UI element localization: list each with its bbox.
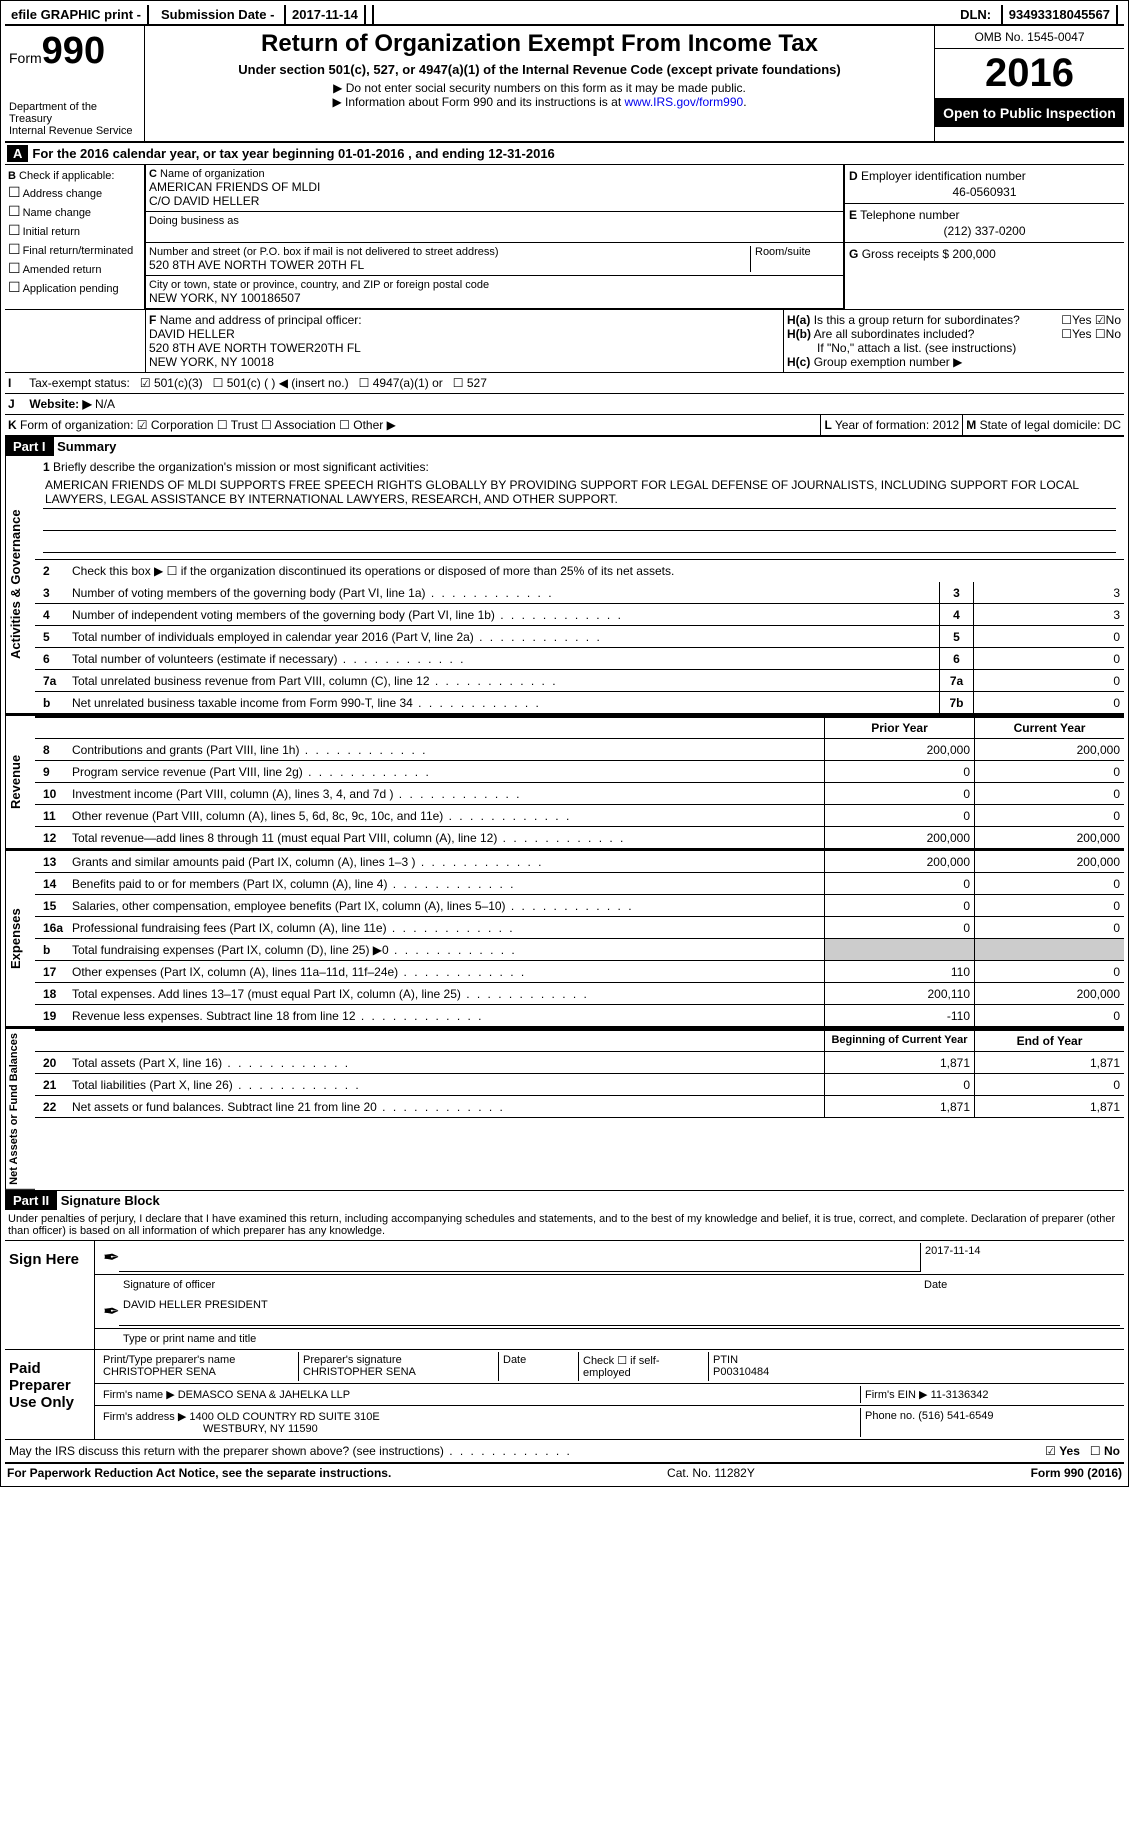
city-box: City or town, state or province, country… xyxy=(145,276,844,309)
side-net-assets: Net Assets or Fund Balances xyxy=(5,1029,35,1190)
section-k: K Form of organization: ☑ Corporation ☐ … xyxy=(5,415,1124,437)
part-1-header: Part I Summary xyxy=(5,437,1124,456)
ssn-note: ▶ Do not enter social security numbers o… xyxy=(155,81,924,95)
paid-preparer-label: Paid Preparer Use Only xyxy=(5,1350,95,1439)
street-box: Number and street (or P.O. box if mail i… xyxy=(145,243,844,276)
open-inspection: Open to Public Inspection xyxy=(935,99,1124,127)
section-h: H(a) Is this a group return for subordin… xyxy=(784,310,1124,372)
page-footer: For Paperwork Reduction Act Notice, see … xyxy=(5,1464,1124,1482)
side-governance: Activities & Governance xyxy=(5,456,35,714)
summary-line: bNet unrelated business taxable income f… xyxy=(35,692,1124,714)
summary-line: 9Program service revenue (Part VIII, lin… xyxy=(35,761,1124,783)
summary-line: 19Revenue less expenses. Subtract line 1… xyxy=(35,1005,1124,1027)
summary-line: 16aProfessional fundraising fees (Part I… xyxy=(35,917,1124,939)
summary-line: 7aTotal unrelated business revenue from … xyxy=(35,670,1124,692)
side-expenses: Expenses xyxy=(5,851,35,1027)
section-b: B Check if applicable: ☐Address change ☐… xyxy=(5,165,145,309)
org-name-box: C Name of organization AMERICAN FRIENDS … xyxy=(145,165,844,212)
mission-block: 1 Briefly describe the organization's mi… xyxy=(35,456,1124,560)
form-label: Form xyxy=(9,50,42,66)
summary-line: 21Total liabilities (Part X, line 26)00 xyxy=(35,1074,1124,1096)
summary-line: 13Grants and similar amounts paid (Part … xyxy=(35,851,1124,873)
summary-line: 3Number of voting members of the governi… xyxy=(35,582,1124,604)
summary-line: 15Salaries, other compensation, employee… xyxy=(35,895,1124,917)
sign-here-label: Sign Here xyxy=(5,1241,95,1349)
summary-line: 6Total number of volunteers (estimate if… xyxy=(35,648,1124,670)
summary-line: bTotal fundraising expenses (Part IX, co… xyxy=(35,939,1124,961)
omb-number: OMB No. 1545-0047 xyxy=(935,26,1124,49)
summary-line: 22Net assets or fund balances. Subtract … xyxy=(35,1096,1124,1118)
summary-line: 14Benefits paid to or for members (Part … xyxy=(35,873,1124,895)
discuss-row: May the IRS discuss this return with the… xyxy=(5,1440,1124,1464)
form-title: Return of Organization Exempt From Incom… xyxy=(155,30,924,58)
irs-link[interactable]: www.IRS.gov/form990 xyxy=(624,95,743,109)
website: J Website: ▶ N/A xyxy=(5,394,1124,415)
phone-box: E Telephone number(212) 337-0200 xyxy=(845,204,1124,243)
efile-label: efile GRAPHIC print - xyxy=(5,5,149,24)
top-bar: efile GRAPHIC print - Submission Date - … xyxy=(5,5,1124,26)
tax-status: I Tax-exempt status: ☑ 501(c)(3) ☐ 501(c… xyxy=(5,373,1124,394)
summary-line: 8Contributions and grants (Part VIII, li… xyxy=(35,739,1124,761)
dln: DLN: 93493318045567 xyxy=(948,5,1124,24)
summary-line: 17Other expenses (Part IX, column (A), l… xyxy=(35,961,1124,983)
info-note: ▶ Information about Form 990 and its ins… xyxy=(155,95,924,109)
officer-box: F Name and address of principal officer:… xyxy=(145,310,784,372)
section-a: AFor the 2016 calendar year, or tax year… xyxy=(5,143,1124,165)
ein-box: D Employer identification number46-05609… xyxy=(845,165,1124,204)
summary-line: 18Total expenses. Add lines 13–17 (must … xyxy=(35,983,1124,1005)
summary-line: 4Number of independent voting members of… xyxy=(35,604,1124,626)
summary-line: 12Total revenue—add lines 8 through 11 (… xyxy=(35,827,1124,849)
dept-treasury: Department of the Treasury xyxy=(9,101,140,125)
perjury-text: Under penalties of perjury, I declare th… xyxy=(5,1210,1124,1241)
side-revenue: Revenue xyxy=(5,716,35,849)
tax-year: 2016 xyxy=(935,49,1124,99)
part-2-header: Part II Signature Block xyxy=(5,1190,1124,1210)
submission-date: Submission Date - 2017-11-14 xyxy=(149,5,374,24)
summary-line: 20Total assets (Part X, line 16)1,8711,8… xyxy=(35,1052,1124,1074)
dba-box: Doing business as xyxy=(145,212,844,243)
irs-label: Internal Revenue Service xyxy=(9,125,140,137)
form-header: Form990 Department of the Treasury Inter… xyxy=(5,26,1124,143)
form-number: 990 xyxy=(42,30,105,72)
summary-line: 5Total number of individuals employed in… xyxy=(35,626,1124,648)
form-subtitle: Under section 501(c), 527, or 4947(a)(1)… xyxy=(155,62,924,77)
summary-line: 10Investment income (Part VIII, column (… xyxy=(35,783,1124,805)
gross-box: G Gross receipts $ 200,000 xyxy=(845,243,1124,265)
summary-line: 11Other revenue (Part VIII, column (A), … xyxy=(35,805,1124,827)
